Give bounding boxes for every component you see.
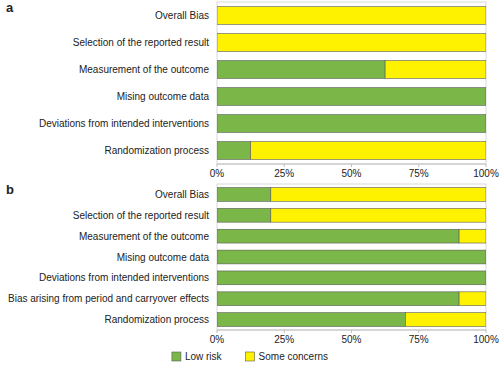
category-label: Selection of the reported result: [73, 37, 209, 48]
bar: [459, 292, 486, 306]
plot-frame: [217, 184, 486, 330]
bar: [217, 188, 271, 202]
category-label: Overall Bias: [155, 10, 209, 21]
chart-root: a Overall Bias Selection of the reported r…: [0, 0, 500, 368]
tick-mark: [351, 330, 352, 333]
bar: [217, 34, 486, 52]
tick-label: 100%: [473, 168, 499, 179]
tick-mark: [418, 330, 419, 333]
bar: [217, 292, 459, 306]
tick-label: 25%: [274, 168, 294, 179]
bars: [217, 188, 486, 327]
tick-label: 100%: [473, 334, 499, 345]
tick-label: 75%: [409, 168, 429, 179]
bar: [217, 271, 486, 285]
tick-mark: [486, 330, 487, 333]
bar: [486, 271, 487, 285]
bar: [405, 313, 486, 327]
category-label: Bias arising from period and carryover e…: [8, 293, 209, 304]
category-label: Overall Bias: [155, 189, 209, 200]
bar: [459, 229, 486, 243]
legend-swatch: [246, 352, 255, 361]
bar: [217, 313, 405, 327]
bar: [271, 208, 486, 222]
category-label: Selection of the reported result: [73, 210, 209, 221]
tick-label: 75%: [409, 334, 429, 345]
bars: [217, 7, 486, 160]
tick-label: 50%: [341, 334, 361, 345]
bar: [217, 250, 486, 264]
legend-label: Some concerns: [259, 351, 328, 362]
bar: [486, 250, 487, 264]
bar: [217, 61, 385, 79]
plot-frame: [217, 2, 486, 164]
tick-label: 50%: [341, 168, 361, 179]
bar: [217, 88, 486, 106]
bar: [486, 88, 487, 106]
category-label: Mising outcome data: [117, 91, 210, 102]
bar: [217, 7, 486, 25]
legend: Low risk Some concerns: [172, 351, 328, 362]
category-label: Randomization process: [105, 145, 210, 156]
bar: [217, 229, 459, 243]
tick-label: 0%: [210, 168, 225, 179]
category-label: Deviations from intended interventions: [39, 272, 209, 283]
category-label: Deviations from intended interventions: [39, 118, 209, 129]
tick-mark: [284, 164, 285, 167]
category-label: Mising outcome data: [117, 252, 210, 263]
legend-label: Low risk: [185, 351, 223, 362]
bar: [486, 115, 487, 133]
tick-mark: [351, 164, 352, 167]
category-label: Measurement of the outcome: [79, 64, 210, 75]
bar: [217, 115, 486, 133]
category-label: Randomization process: [105, 314, 210, 325]
bar: [251, 142, 486, 160]
bar: [271, 188, 486, 202]
bar: [385, 61, 486, 79]
bar: [217, 142, 251, 160]
tick-mark: [418, 164, 419, 167]
tick-label: 25%: [274, 334, 294, 345]
tick-mark: [217, 164, 218, 167]
panel-title: a: [6, 0, 14, 15]
legend-swatch: [172, 352, 181, 361]
bar: [217, 208, 271, 222]
tick-mark: [284, 330, 285, 333]
category-label: Measurement of the outcome: [79, 231, 210, 242]
tick-mark: [486, 164, 487, 167]
tick-label: 0%: [210, 334, 225, 345]
panel-title: b: [6, 182, 14, 197]
tick-mark: [217, 330, 218, 333]
